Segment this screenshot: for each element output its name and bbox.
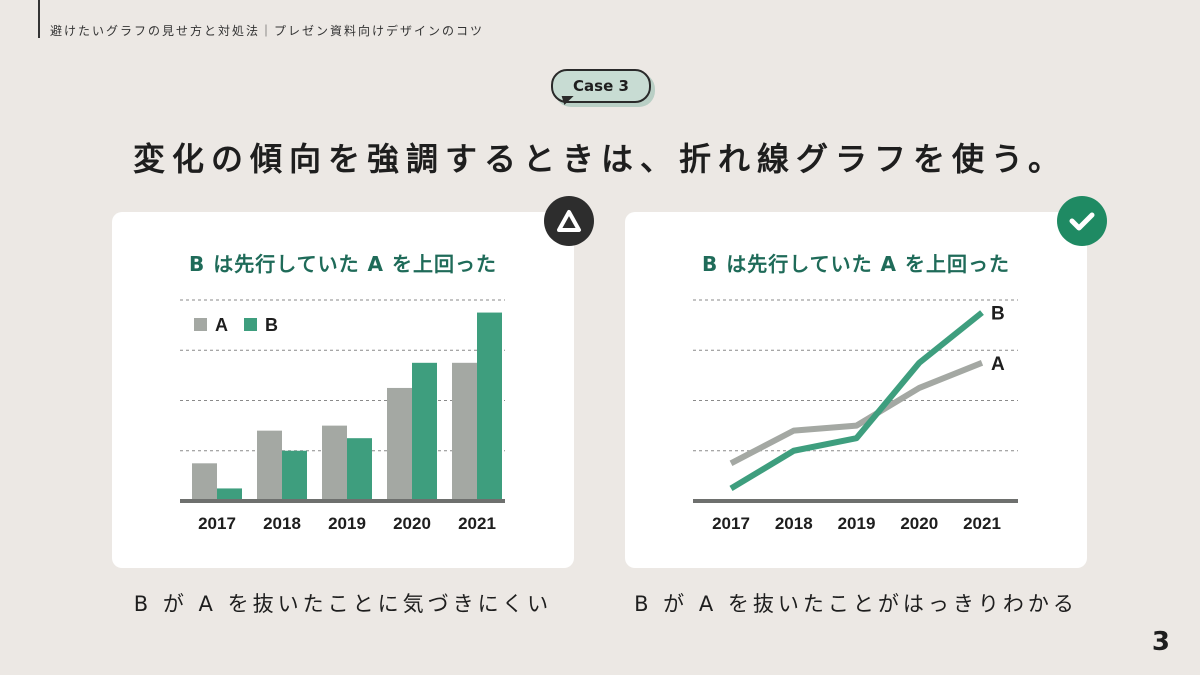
legend-label-b: B	[265, 315, 278, 335]
legend-label-a: A	[215, 315, 228, 335]
warning-triangle-icon	[557, 210, 581, 232]
line-series-b	[729, 310, 984, 492]
bar-b-2021	[477, 312, 502, 499]
main-title: 変化の傾向を強調するときは、折れ線グラフを使う。	[132, 140, 1068, 178]
x-tick-label: 2019	[838, 514, 876, 533]
x-tick-label: 2018	[263, 514, 301, 533]
page-number: 3	[1151, 627, 1170, 657]
line-series-a	[729, 360, 984, 466]
bar-b-2019	[347, 438, 372, 499]
check-badge	[1057, 196, 1107, 246]
x-tick-label: 2021	[963, 514, 1001, 533]
warning-badge	[544, 196, 594, 246]
case-badge: Case 3	[551, 69, 651, 103]
bar-a-2019	[322, 425, 347, 499]
case-badge-tail	[558, 96, 574, 105]
header-title: 避けたいグラフの見せ方と対処法｜プレゼン資料向けデザインのコツ	[50, 24, 485, 38]
x-tick-label: 2021	[458, 514, 496, 533]
bar-a-2017	[192, 463, 217, 499]
bar-chart-caption: B が A を抜いたことに気づきにくい	[133, 592, 553, 616]
check-icon	[1069, 212, 1095, 231]
line-end-label-b: B	[991, 304, 1005, 325]
bar-chart-title: B は先行していた A を上回った	[188, 252, 497, 276]
x-tick-label: 2017	[712, 514, 750, 533]
bar-a-2020	[387, 387, 412, 499]
legend-swatch-a	[194, 318, 207, 331]
line-chart-title: B は先行していた A を上回った	[701, 252, 1010, 276]
x-tick-label: 2018	[775, 514, 813, 533]
x-tick-label: 2017	[198, 514, 236, 533]
x-tick-label: 2020	[393, 514, 431, 533]
bar-chart-panel: B は先行していた A を上回った 2017 2018 2019 2020 2021 A B	[112, 212, 574, 568]
legend-swatch-b	[244, 318, 257, 331]
line-chart: A B 2017 2018 2019 2020 2021	[693, 299, 1018, 533]
bar-a-2021	[452, 362, 477, 499]
bar-b-2020	[412, 362, 437, 499]
x-tick-label: 2020	[900, 514, 938, 533]
bar-b-2017	[217, 488, 242, 499]
line-chart-panel: B は先行していた A を上回った A B 2017 2018 2019 2020 2021	[625, 212, 1087, 568]
bar-chart: 2017 2018 2019 2020 2021 A B	[180, 299, 505, 533]
bar-b-2018	[282, 450, 307, 499]
line-end-label-a: A	[991, 354, 1005, 375]
bar-a-2018	[257, 430, 282, 499]
x-tick-label: 2019	[328, 514, 366, 533]
line-chart-caption: B が A を抜いたことがはっきりわかる	[634, 592, 1078, 616]
header-accent-bar	[38, 0, 40, 38]
